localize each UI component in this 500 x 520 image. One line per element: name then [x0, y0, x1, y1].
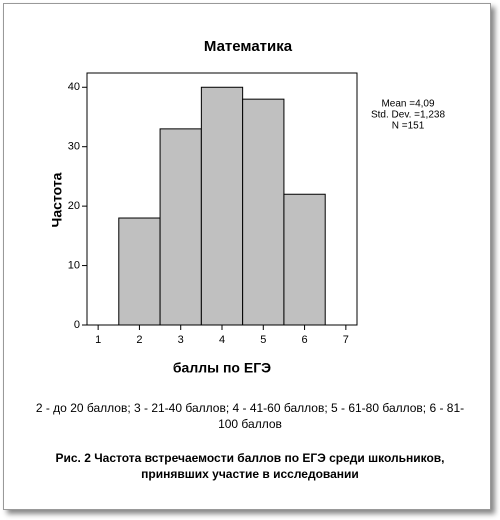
x-tick-label: 4 [219, 334, 225, 346]
note: 2 - до 20 баллов; 3 - 21-40 баллов; 4 - … [35, 401, 465, 431]
bar [200, 86, 244, 326]
chart-title: Математика [204, 38, 293, 55]
bar [159, 128, 202, 326]
x-tick-label: 5 [260, 334, 266, 346]
y-tick-label: 0 [74, 319, 80, 331]
x-tick-label: 3 [178, 334, 184, 346]
chart: Математика баллы по ЕГЭ Частота 0 10 20 30 4… [49, 38, 446, 376]
x-tick-label: 7 [343, 334, 349, 346]
stats-line: Mean =4,09 [381, 99, 435, 110]
y-tick-label: 20 [68, 200, 80, 212]
y-tick-label: 40 [68, 81, 80, 93]
bar [283, 193, 326, 326]
x-tick-label: 1 [95, 334, 101, 346]
y-tick-label: 30 [68, 141, 80, 153]
bar [242, 98, 285, 326]
stats-line: Std. Dev. =1,238 [371, 110, 445, 121]
stats-line: N =151 [392, 121, 425, 132]
y-axis-label: Частота [49, 172, 65, 227]
x-tick-label: 6 [302, 334, 308, 346]
caption: Рис. 2 Частота встречаемости баллов по Е… [55, 451, 445, 481]
bar [118, 217, 161, 326]
y-tick-label: 10 [68, 259, 80, 271]
x-tick-label: 2 [136, 334, 142, 346]
x-axis-label: баллы по ЕГЭ [173, 360, 271, 376]
